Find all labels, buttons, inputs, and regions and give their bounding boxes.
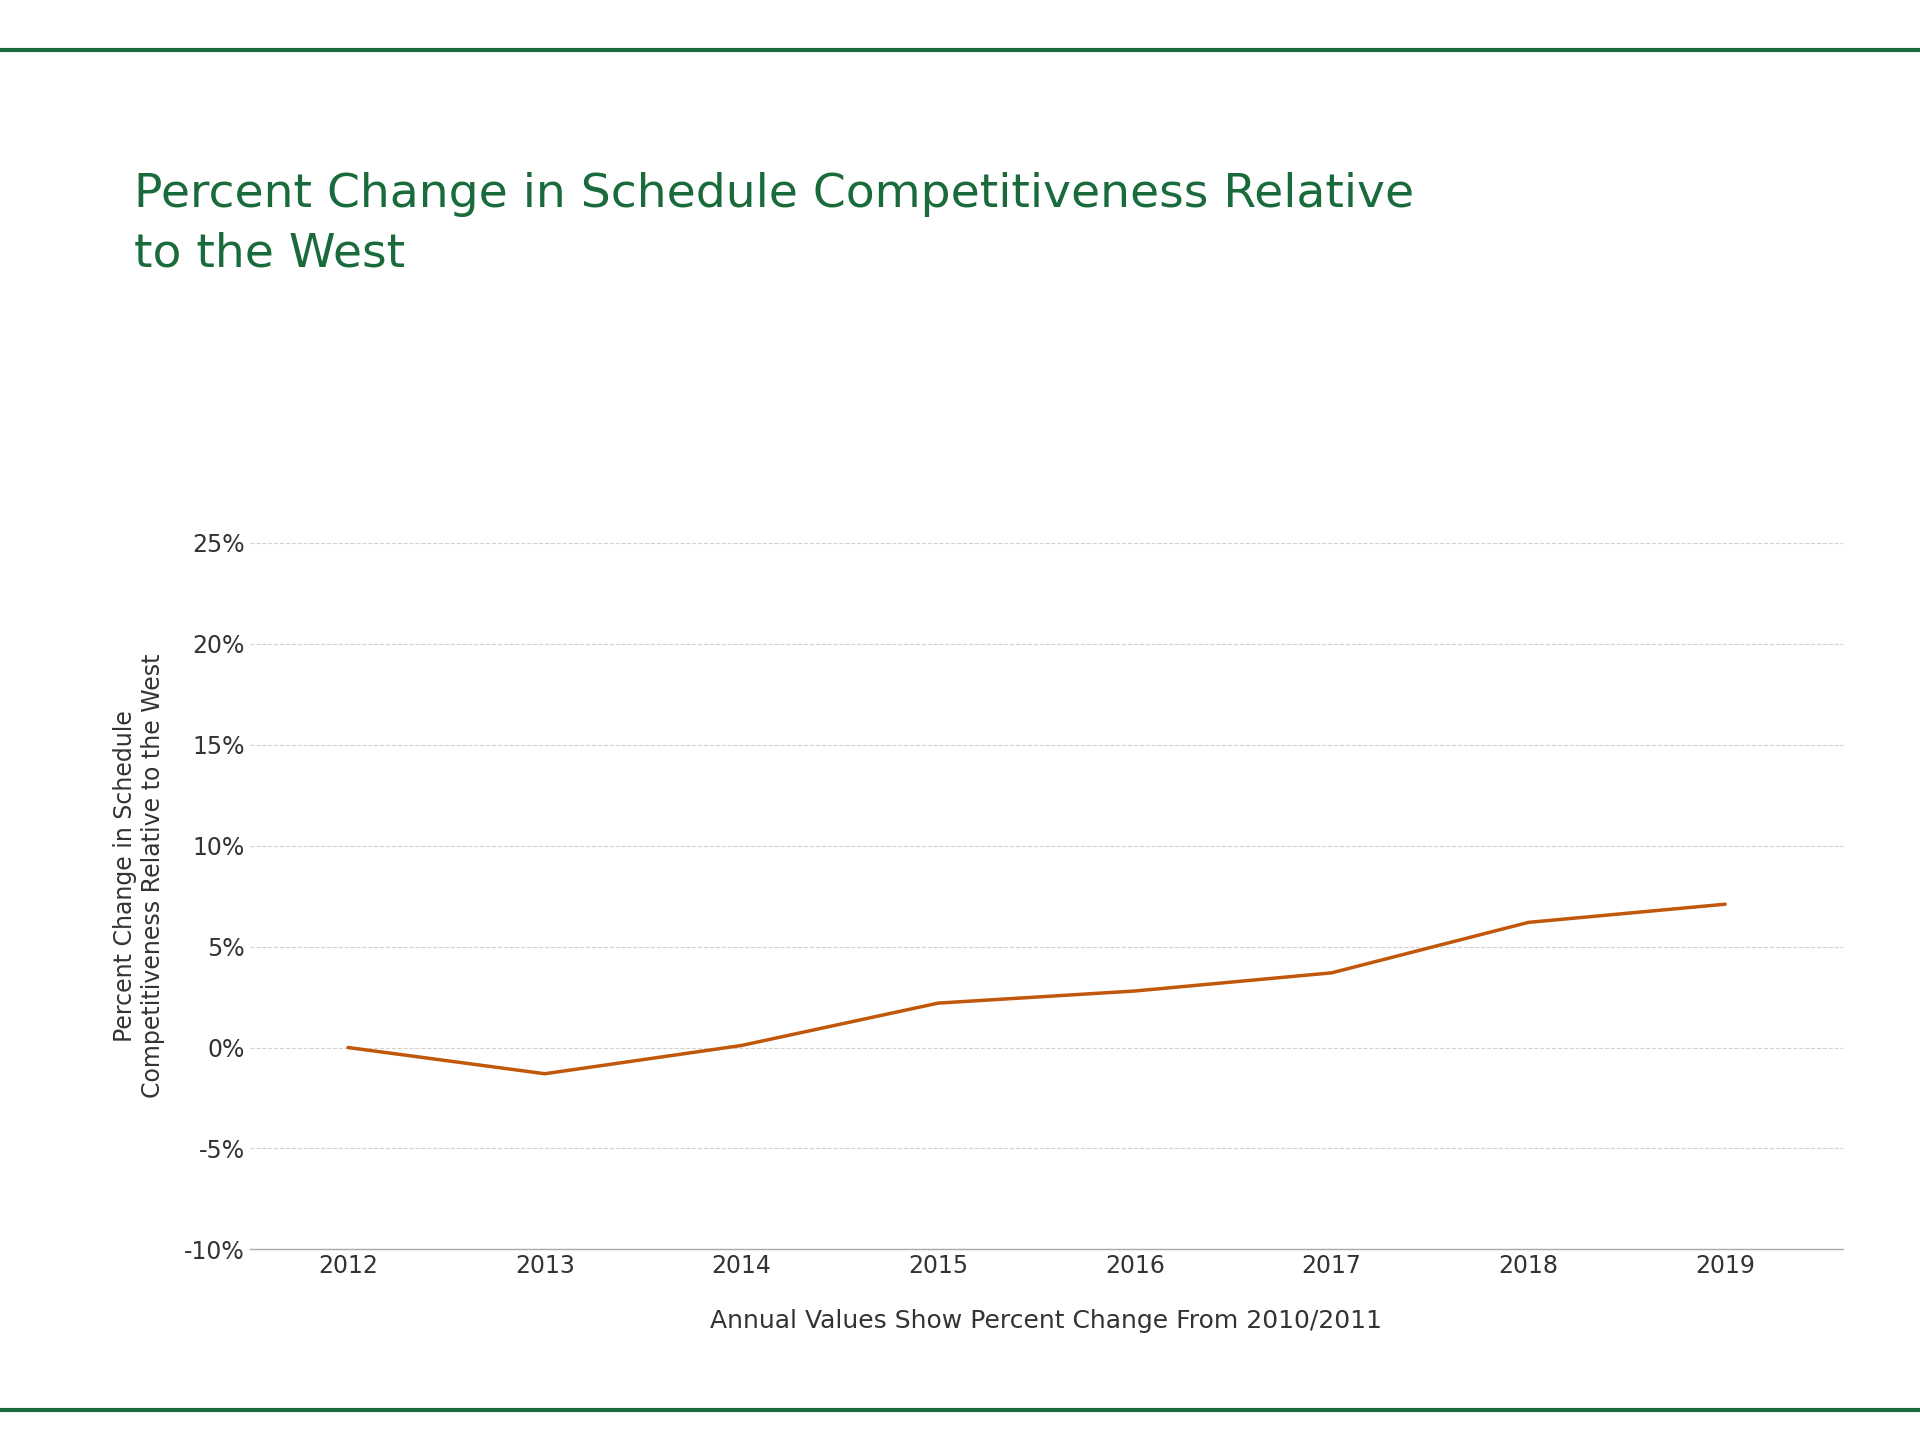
Y-axis label: Percent Change in Schedule
Competitiveness Relative to the West: Percent Change in Schedule Competitivene… (113, 653, 165, 1099)
Text: Percent Change in Schedule Competitiveness Relative
to the West: Percent Change in Schedule Competitivene… (134, 172, 1415, 276)
X-axis label: Annual Values Show Percent Change From 2010/2011: Annual Values Show Percent Change From 2… (710, 1308, 1382, 1333)
